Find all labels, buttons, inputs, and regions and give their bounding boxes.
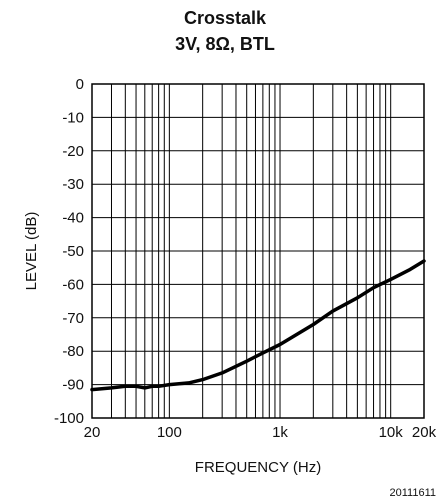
x-tick-label: 20 xyxy=(84,424,101,441)
y-tick-label: -100 xyxy=(54,410,84,427)
y-tick-label: -20 xyxy=(62,143,84,160)
y-tick-label: -40 xyxy=(62,210,84,227)
y-tick-label: -50 xyxy=(62,243,84,260)
chart-subtitle: 3V, 8Ω, BTL xyxy=(175,34,275,54)
y-tick-label: -80 xyxy=(62,343,84,360)
y-tick-label: -90 xyxy=(62,377,84,394)
y-tick-label: -10 xyxy=(62,109,84,126)
x-tick-label: 10k xyxy=(379,424,404,441)
x-tick-label: 1k xyxy=(272,424,288,441)
chart-title: Crosstalk xyxy=(184,8,267,28)
y-tick-label: -60 xyxy=(62,276,84,293)
series-line-1 xyxy=(90,259,426,392)
y-tick-label: 0 xyxy=(76,76,84,93)
y-tick-label: -30 xyxy=(62,176,84,193)
grid-lines xyxy=(92,84,424,418)
x-tick-label: 20k xyxy=(412,424,437,441)
figure-id: 20111611 xyxy=(390,487,437,499)
x-tick-label: 100 xyxy=(157,424,182,441)
series-group xyxy=(90,259,426,392)
x-tick-labels: 20 100 1k 10k 20k xyxy=(84,424,437,441)
y-tick-label: -70 xyxy=(62,310,84,327)
y-axis-label: LEVEL (dB) xyxy=(23,212,40,291)
x-axis-label: FREQUENCY (Hz) xyxy=(195,459,321,476)
plot-frame xyxy=(91,83,425,419)
y-tick-labels: 0 -10 -20 -30 -40 -50 -60 -70 -80 -90 -100 xyxy=(54,76,84,427)
